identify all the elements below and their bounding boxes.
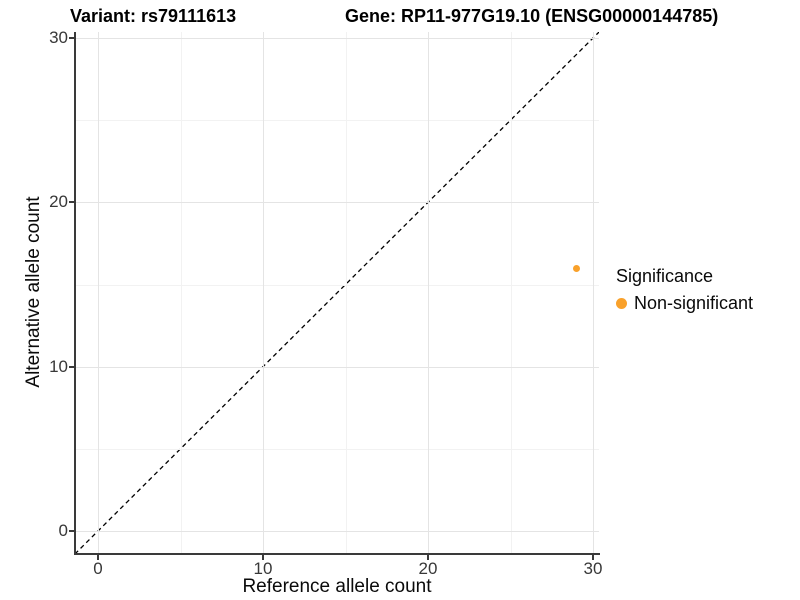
y-tick-label: 0 [58, 521, 68, 540]
plot-title-variant: Variant: rs79111613 [70, 6, 237, 26]
gridline-y-major [75, 531, 599, 532]
y-axis-tick [69, 37, 74, 39]
x-axis-tick [97, 555, 99, 560]
legend-item-label: Non-significant [634, 293, 754, 313]
gridline-y-major [75, 202, 599, 204]
identity-line-svg [75, 32, 599, 554]
y-axis-tick [69, 201, 74, 204]
x-axis-tick [262, 555, 264, 560]
x-axis-tick [427, 555, 429, 560]
gridline-x-major [593, 32, 594, 554]
legend-title: Significance [616, 266, 714, 286]
gridline-y-major [75, 366, 599, 368]
legend-item: Non-significant [616, 293, 753, 314]
y-tick-label: 20 [49, 192, 68, 212]
x-axis-title: Reference allele count [242, 576, 432, 597]
y-tick-label: 30 [49, 28, 68, 47]
legend-items: Non-significant [616, 293, 753, 314]
gridline-x-minor [180, 32, 182, 554]
x-axis-tick [592, 555, 594, 560]
gridline-x-major [428, 32, 429, 554]
data-point [573, 264, 580, 272]
plot-title-gene: Gene: RP11-977G19.10 (ENSG00000144785) [345, 6, 719, 26]
y-axis-line [74, 32, 76, 555]
x-axis-line [74, 553, 600, 555]
plot-panel [75, 32, 599, 554]
x-tick-label: 10 [253, 559, 273, 578]
gridline-y-minor [75, 448, 599, 450]
gridline-x-major [263, 32, 264, 554]
identity-dashed-line [75, 32, 599, 554]
legend: Significance Non-significant [616, 266, 753, 314]
gridline-y-minor [75, 284, 599, 286]
x-tick-label: 20 [418, 559, 438, 578]
y-tick-label: 10 [49, 356, 68, 376]
x-tick-label: 30 [583, 559, 603, 578]
gridline-y-minor [75, 120, 599, 122]
gridline-x-minor [345, 32, 347, 554]
y-axis-tick [69, 530, 74, 532]
legend-key-dot [616, 298, 627, 309]
y-axis-tick [69, 365, 74, 368]
x-tick-label: 0 [93, 559, 103, 578]
gridline-y-major [75, 38, 599, 39]
gridline-x-major [98, 32, 99, 554]
gridline-x-minor [510, 32, 512, 554]
